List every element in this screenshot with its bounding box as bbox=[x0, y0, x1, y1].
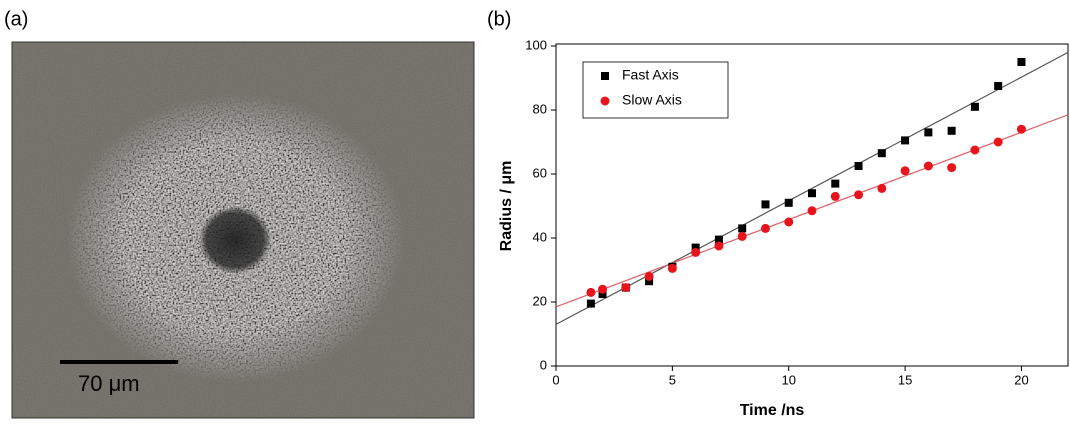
data-point bbox=[586, 287, 596, 297]
legend-label: Fast Axis bbox=[622, 67, 679, 83]
data-point bbox=[714, 241, 724, 251]
data-point bbox=[586, 299, 595, 308]
y-tick-label: 20 bbox=[533, 293, 547, 308]
data-point bbox=[600, 96, 610, 106]
data-point bbox=[738, 224, 747, 233]
x-tick-label: 0 bbox=[552, 372, 559, 387]
plot-frame bbox=[555, 43, 1069, 367]
y-tick-label: 40 bbox=[533, 229, 547, 244]
data-point bbox=[947, 163, 957, 173]
micrograph bbox=[12, 42, 474, 418]
x-tick-label: 5 bbox=[669, 372, 676, 387]
data-point bbox=[924, 128, 933, 137]
x-tick-label: 20 bbox=[1014, 372, 1028, 387]
scale-bar-label: 70 μm bbox=[78, 371, 140, 396]
data-point bbox=[970, 102, 979, 111]
y-tick-label: 100 bbox=[525, 37, 547, 52]
data-point bbox=[877, 149, 886, 158]
data-point bbox=[877, 183, 887, 193]
data-point bbox=[784, 198, 793, 207]
fit-line bbox=[555, 51, 1069, 325]
data-point bbox=[854, 190, 864, 200]
data-point bbox=[1016, 124, 1026, 134]
data-point bbox=[598, 290, 607, 298]
y-axis-label: Radius / μm bbox=[498, 161, 515, 252]
data-point bbox=[621, 283, 631, 293]
image-frame bbox=[11, 41, 475, 419]
x-axis-label: Time /ns bbox=[740, 402, 805, 419]
data-point bbox=[667, 263, 677, 273]
data-point bbox=[761, 200, 770, 209]
data-point bbox=[830, 191, 840, 201]
x-tick-label: 15 bbox=[898, 372, 912, 387]
data-point bbox=[760, 223, 770, 233]
data-point bbox=[598, 284, 608, 294]
y-tick-label: 0 bbox=[540, 357, 547, 372]
data-point bbox=[737, 231, 747, 241]
data-point bbox=[691, 243, 700, 252]
data-point bbox=[807, 206, 817, 216]
panel-label: (b) bbox=[487, 8, 511, 30]
data-point bbox=[901, 136, 910, 145]
panel-label: (a) bbox=[4, 8, 28, 30]
data-point bbox=[831, 179, 840, 188]
data-point bbox=[784, 217, 794, 227]
y-tick-label: 80 bbox=[533, 101, 547, 116]
legend-box bbox=[582, 61, 729, 119]
data-point bbox=[691, 247, 701, 257]
data-point bbox=[854, 162, 863, 170]
data-point bbox=[947, 126, 956, 135]
data-point bbox=[714, 235, 723, 244]
data-point bbox=[644, 271, 654, 281]
data-point bbox=[923, 161, 933, 171]
y-tick-label: 60 bbox=[533, 165, 547, 180]
data-point bbox=[601, 72, 609, 80]
data-point bbox=[970, 145, 980, 155]
legend-label: Slow Axis bbox=[622, 92, 682, 108]
x-tick-label: 10 bbox=[781, 372, 795, 387]
data-point bbox=[994, 82, 1003, 90]
data-point bbox=[993, 137, 1003, 147]
data-point bbox=[1017, 58, 1026, 66]
data-point bbox=[645, 277, 654, 286]
data-point bbox=[808, 189, 816, 198]
data-point bbox=[900, 166, 910, 176]
